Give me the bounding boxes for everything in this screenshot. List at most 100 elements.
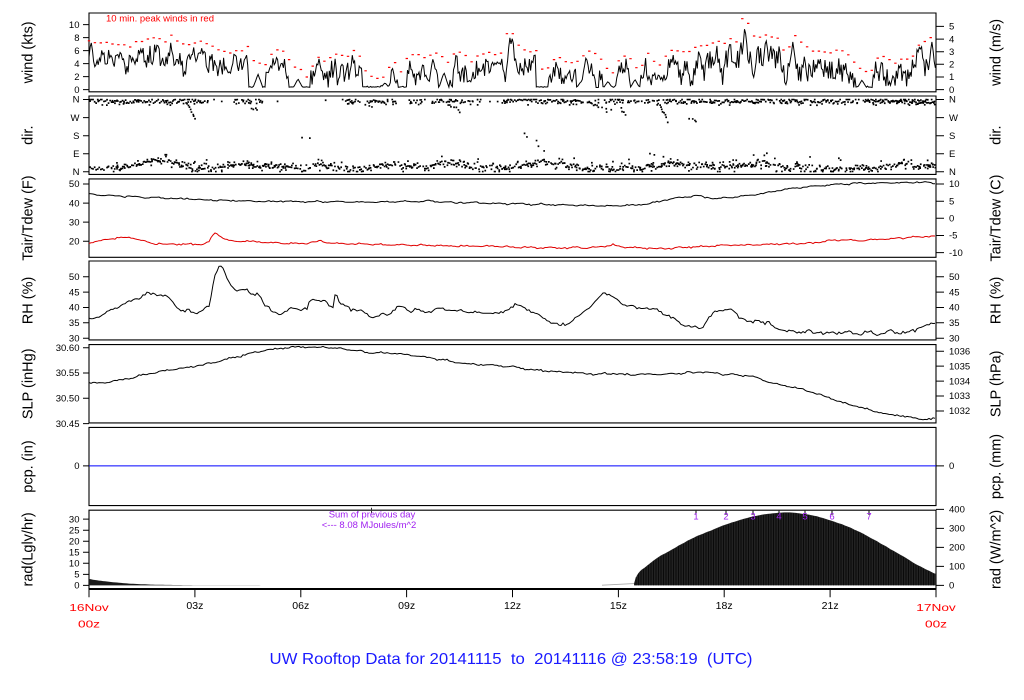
svg-text:4: 4 [776,512,781,523]
svg-text:4: 4 [74,59,79,70]
svg-text:35: 35 [949,318,960,329]
svg-text:0: 0 [949,581,954,592]
svg-text:<--- 8.08 MJoules/m^2: <--- 8.08 MJoules/m^2 [322,520,416,531]
svg-text:50: 50 [949,272,960,283]
svg-text:40: 40 [69,303,80,314]
svg-text:E: E [949,149,955,160]
svg-text:15z: 15z [610,601,627,612]
svg-text:0: 0 [949,461,954,472]
svg-text:2: 2 [723,512,728,523]
svg-text:300: 300 [949,524,965,535]
svg-text:5: 5 [802,512,807,523]
svg-text:35: 35 [69,318,80,329]
svg-text:1033: 1033 [949,391,970,402]
svg-text:00z: 00z [925,620,947,631]
svg-text:E: E [73,149,79,160]
svg-text:RH (%): RH (%) [989,277,1005,325]
svg-text:8: 8 [74,33,79,44]
svg-text:25: 25 [69,525,80,536]
svg-text:10: 10 [69,20,80,31]
svg-text:6: 6 [74,46,79,57]
svg-text:-10: -10 [949,248,963,259]
svg-text:30: 30 [69,514,80,525]
svg-text:1: 1 [949,72,954,83]
svg-text:5: 5 [74,570,79,581]
svg-text:30: 30 [69,333,80,344]
svg-text:pcp. (in): pcp. (in) [21,440,37,492]
svg-text:30.50: 30.50 [56,394,80,405]
svg-text:SLP (hPa): SLP (hPa) [989,350,1005,417]
svg-text:Sum of previous day: Sum of previous day [329,510,416,521]
svg-text:W: W [71,113,80,124]
svg-text:45: 45 [949,287,960,298]
svg-text:N: N [73,167,80,178]
svg-text:200: 200 [949,543,965,554]
svg-text:5: 5 [949,196,954,207]
svg-text:3: 3 [949,47,954,58]
svg-text:09z: 09z [398,601,415,612]
svg-text:0: 0 [949,214,954,225]
svg-text:30: 30 [69,217,80,228]
svg-text:W: W [949,113,958,124]
svg-text:wind (m/s): wind (m/s) [989,19,1005,87]
svg-text:1035: 1035 [949,361,970,372]
svg-text:06z: 06z [292,601,309,612]
svg-text:30.60: 30.60 [56,343,80,354]
svg-text:UW Rooftop Data for 20141115: UW Rooftop Data for 20141115 to 20141116… [270,651,753,668]
svg-text:30.55: 30.55 [56,368,80,379]
svg-text:N: N [73,95,80,106]
svg-text:400: 400 [949,505,965,516]
svg-text:18z: 18z [716,601,733,612]
svg-text:15: 15 [69,548,80,559]
svg-text:100: 100 [949,562,965,573]
svg-text:Tair/Tdew (F): Tair/Tdew (F) [21,175,37,260]
svg-text:20: 20 [69,236,80,247]
svg-text:50: 50 [69,179,80,190]
svg-text:SLP (inHg): SLP (inHg) [21,348,37,419]
svg-text:S: S [73,131,79,142]
svg-text:17Nov: 17Nov [916,603,956,614]
svg-text:0: 0 [74,85,79,96]
svg-text:N: N [949,167,956,178]
svg-text:RH (%): RH (%) [21,277,37,325]
svg-text:rad (W/m^2): rad (W/m^2) [989,510,1005,589]
svg-text:30: 30 [949,333,960,344]
svg-text:2: 2 [949,60,954,71]
svg-text:2: 2 [74,72,79,83]
svg-text:20: 20 [69,536,80,547]
svg-text:6: 6 [829,512,834,523]
svg-text:1034: 1034 [949,376,970,387]
svg-text:1032: 1032 [949,406,970,417]
svg-text:10 min. peak winds in red: 10 min. peak winds in red [106,14,214,25]
svg-text:1036: 1036 [949,346,970,357]
svg-text:00z: 00z [78,620,100,631]
svg-text:50: 50 [69,272,80,283]
svg-text:10: 10 [69,559,80,570]
svg-text:7: 7 [866,512,871,523]
svg-text:16Nov: 16Nov [69,603,109,614]
svg-text:0: 0 [74,581,79,592]
svg-text:40: 40 [69,198,80,209]
svg-text:40: 40 [949,303,960,314]
svg-text:-5: -5 [949,231,957,242]
svg-text:dir.: dir. [989,126,1005,145]
svg-text:dir.: dir. [21,126,37,145]
svg-text:N: N [949,95,956,106]
svg-text:4: 4 [949,34,954,45]
svg-text:1: 1 [693,512,698,523]
svg-text:45: 45 [69,287,80,298]
svg-text:0: 0 [74,461,79,472]
svg-text:12z: 12z [504,601,521,612]
svg-text:S: S [949,131,955,142]
svg-text:rad(Lgly/hr): rad(Lgly/hr) [21,512,37,586]
svg-text:pcp. (mm): pcp. (mm) [989,434,1005,499]
svg-text:03z: 03z [186,601,203,612]
svg-text:0: 0 [949,85,954,96]
svg-text:Tair/Tdew (C): Tair/Tdew (C) [989,175,1005,262]
svg-text:wind (kts): wind (kts) [21,21,37,84]
svg-text:3: 3 [750,512,755,523]
svg-text:30.45: 30.45 [56,419,80,430]
svg-text:10: 10 [949,179,960,190]
svg-text:21z: 21z [822,601,839,612]
svg-text:5: 5 [949,22,954,33]
